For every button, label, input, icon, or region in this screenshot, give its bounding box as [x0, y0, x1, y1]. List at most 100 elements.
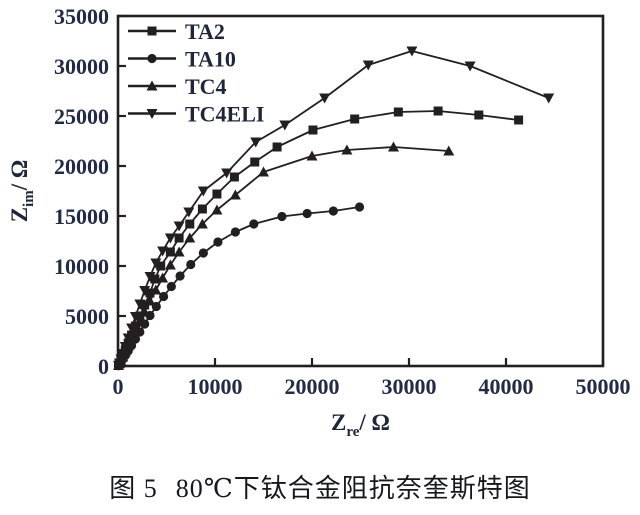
data-point-tc4eli — [164, 233, 176, 244]
x-tick-label: 40000 — [479, 374, 534, 399]
plot-border — [116, 14, 605, 368]
data-point-ta2 — [474, 110, 484, 120]
data-point-tc4 — [211, 204, 223, 215]
data-point-tc4 — [387, 141, 399, 152]
data-point-tc4eli — [150, 258, 162, 269]
data-point-ta2 — [308, 125, 318, 135]
data-point-tc4eli — [134, 299, 146, 310]
data-point-tc4eli — [119, 342, 131, 352]
data-point-tc4 — [196, 218, 208, 229]
data-point-ta10 — [302, 208, 312, 219]
data-point-ta2 — [197, 204, 207, 214]
data-point-tc4eli — [362, 60, 374, 71]
square-icon — [147, 26, 157, 36]
data-point-tc4eli — [157, 246, 169, 257]
data-point-tc4eli — [129, 312, 141, 322]
x-tick-label: 20000 — [285, 374, 340, 399]
data-point-ta2 — [140, 300, 150, 310]
y-tick-label: 25000 — [54, 104, 109, 129]
data-point-tc4eli — [173, 221, 185, 232]
x-tick-label: 10000 — [188, 374, 243, 399]
data-point-tc4eli — [464, 61, 476, 72]
data-point-ta2 — [514, 115, 524, 125]
data-point-tc4eli — [221, 168, 233, 179]
data-point-ta2 — [350, 114, 360, 124]
data-point-ta10 — [158, 291, 169, 302]
data-point-tc4eli — [406, 46, 418, 57]
data-point-ta10 — [230, 227, 240, 237]
legend-item-ta10: TA10 — [128, 47, 236, 72]
legend-item-ta2: TA2 — [128, 19, 225, 44]
data-point-tc4eli — [250, 137, 262, 148]
x-tick-label: 30000 — [382, 374, 437, 399]
data-point-ta10 — [166, 281, 176, 292]
data-point-tc4 — [173, 246, 185, 257]
data-point-ta10 — [186, 259, 196, 270]
triangle-up-icon — [146, 80, 158, 91]
y-tick-label: 15000 — [54, 204, 109, 229]
figure-caption: 图 5 80℃下钛合金阻抗奈奎斯特图 — [0, 468, 640, 505]
data-point-tc4 — [341, 144, 353, 155]
data-point-tc4 — [134, 316, 146, 327]
data-point-ta10 — [213, 237, 223, 247]
y-tick-label: 10000 — [54, 254, 109, 279]
y-tick-label: 0 — [98, 354, 109, 379]
legend-label-tc4eli: TC4ELI — [185, 102, 264, 127]
data-point-ta2 — [433, 106, 443, 116]
circle-icon — [147, 53, 157, 64]
y-tick-label: 20000 — [54, 154, 109, 179]
data-point-tc4eli — [543, 93, 555, 104]
y-tick-label: 35000 — [54, 4, 109, 29]
figure-caption-label: 图 5 — [109, 474, 158, 503]
data-point-ta2 — [393, 107, 403, 117]
x-tick-label: 0 — [113, 374, 124, 399]
data-point-tc4 — [144, 295, 156, 306]
data-point-tc4eli — [183, 207, 195, 218]
data-point-ta10 — [354, 202, 365, 212]
data-point-tc4eli — [126, 323, 138, 334]
data-point-ta10 — [277, 211, 287, 222]
data-point-tc4 — [139, 306, 151, 317]
data-point-ta10 — [249, 219, 259, 229]
data-point-tc4 — [258, 166, 269, 177]
data-point-tc4 — [164, 259, 176, 270]
data-point-ta2 — [150, 274, 160, 284]
data-point-ta2 — [156, 261, 166, 271]
nyquist-chart: 0 10000 20000 30000 40000 50000 0 5000 10000 1500… — [7, 4, 631, 440]
data-point-tc4eli — [122, 333, 134, 344]
legend-item-tc4eli: TC4ELI — [128, 102, 264, 127]
data-point-tc4 — [184, 232, 196, 243]
legend-label-ta10: TA10 — [185, 47, 236, 72]
data-point-tc4 — [443, 145, 455, 156]
y-tick-label: 30000 — [54, 54, 109, 79]
x-tick-label: 50000 — [576, 374, 631, 399]
data-point-ta2 — [174, 233, 184, 243]
figure-caption-text: 80℃下钛合金阻抗奈奎斯特图 — [175, 474, 531, 503]
data-point-ta2 — [145, 288, 155, 298]
data-point-tc4 — [150, 284, 162, 295]
data-point-tc4eli — [144, 272, 156, 282]
data-point-tc4 — [229, 189, 241, 200]
x-axis-title: Zre/ Ω — [331, 410, 390, 440]
data-point-tc4eli — [279, 120, 291, 131]
triangle-down-icon — [146, 109, 158, 119]
data-point-tc4eli — [117, 349, 129, 359]
data-point-ta2 — [250, 157, 260, 167]
data-point-ta2 — [229, 172, 239, 182]
data-point-ta2 — [165, 247, 175, 257]
y-axis-title: Zim/ Ω — [7, 160, 37, 223]
data-point-tc4eli — [319, 93, 331, 104]
data-point-ta10 — [198, 248, 208, 258]
data-point-ta10 — [175, 271, 185, 281]
data-point-ta10 — [328, 206, 338, 216]
y-tick-label: 5000 — [65, 304, 109, 329]
data-point-tc4eli — [139, 286, 151, 296]
legend-item-tc4: TC4 — [128, 74, 227, 99]
data-point-tc4eli — [197, 186, 209, 197]
data-point-tc4 — [306, 150, 318, 161]
legend-label-ta2: TA2 — [185, 19, 225, 44]
data-point-ta2 — [272, 142, 282, 152]
data-point-ta2 — [185, 219, 195, 229]
legend-label-tc4: TC4 — [185, 74, 227, 99]
